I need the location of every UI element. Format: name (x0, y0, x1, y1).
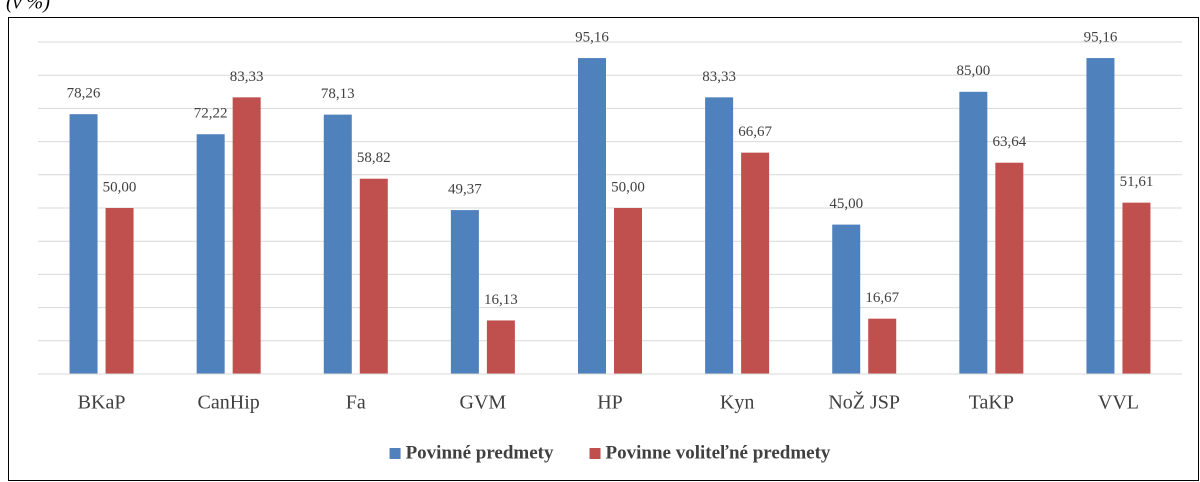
data-label: 49,37 (448, 182, 482, 198)
data-label: 58,82 (357, 150, 391, 166)
bar (486, 320, 515, 374)
data-label: 83,33 (702, 69, 736, 85)
bar (196, 134, 225, 374)
bar (232, 97, 261, 375)
x-tick-label: HP (597, 392, 623, 414)
bar (578, 58, 606, 375)
bar (69, 114, 98, 374)
data-label: 85,00 (956, 63, 990, 79)
bar (1086, 58, 1115, 375)
data-label: 78,26 (67, 86, 101, 102)
x-tick-label: Fa (346, 392, 366, 414)
data-label: 72,22 (194, 106, 228, 122)
legend-swatch (589, 448, 601, 459)
x-tick-label: TaKP (969, 392, 1014, 414)
x-tick-label: VVL (1098, 392, 1139, 414)
x-tick-label: GVM (460, 392, 507, 414)
bar (614, 208, 642, 374)
bar (832, 224, 861, 374)
bar (741, 152, 770, 374)
data-label: 51,61 (1120, 174, 1154, 190)
legend-swatch (389, 448, 401, 459)
x-tick-label: BKaP (78, 392, 126, 414)
data-label: 95,16 (575, 30, 609, 46)
x-tick-label: CanHip (198, 392, 260, 414)
x-tick-label: Kyn (720, 392, 754, 414)
data-label: 83,33 (230, 69, 264, 85)
bar (959, 91, 988, 375)
data-label: 63,64 (992, 134, 1026, 150)
data-label: 50,00 (103, 179, 137, 195)
bar (705, 97, 734, 375)
unit-label: (v %) (6, 0, 50, 14)
bar (450, 210, 479, 374)
bar (1122, 202, 1151, 374)
bar (323, 114, 352, 374)
data-label: 66,67 (738, 124, 772, 140)
data-label: 95,16 (1084, 30, 1118, 46)
data-label: 50,00 (611, 179, 645, 195)
data-label: 16,13 (484, 292, 518, 308)
bar (105, 208, 134, 374)
bar (868, 318, 897, 374)
legend-label: Povinné predmety (406, 442, 554, 463)
bar (995, 162, 1024, 374)
bar (359, 178, 388, 374)
legend-label: Povinne voliteľné predmety (606, 442, 831, 463)
data-label: 78,13 (321, 86, 355, 102)
data-label: 16,67 (865, 290, 899, 306)
data-label: 45,00 (829, 196, 863, 212)
x-tick-label: NoŽ JSP (828, 391, 900, 414)
